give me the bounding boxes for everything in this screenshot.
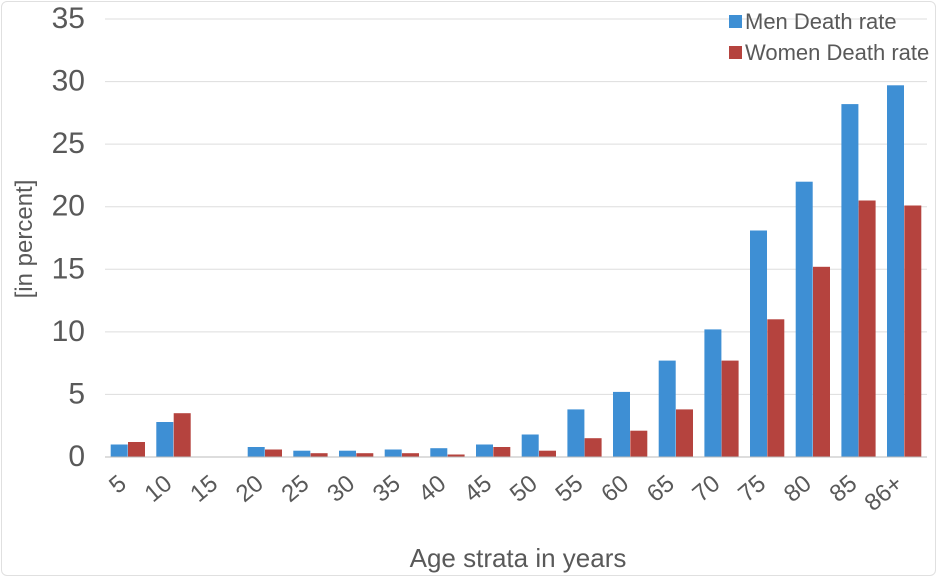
svg-text:5: 5 (104, 470, 132, 499)
svg-text:25: 25 (277, 470, 315, 508)
svg-text:50: 50 (505, 470, 543, 508)
svg-text:10: 10 (52, 315, 85, 348)
svg-text:80: 80 (779, 470, 817, 508)
svg-text:60: 60 (596, 470, 634, 508)
svg-text:Age strata in years: Age strata in years (410, 543, 627, 573)
svg-text:35: 35 (52, 2, 85, 35)
svg-text:5: 5 (68, 377, 85, 410)
svg-text:70: 70 (688, 470, 726, 508)
svg-text:30: 30 (52, 65, 85, 98)
svg-text:30: 30 (322, 470, 360, 508)
svg-text:15: 15 (52, 252, 85, 285)
svg-text:0: 0 (68, 440, 85, 473)
svg-text:20: 20 (52, 190, 85, 223)
svg-text:45: 45 (459, 470, 497, 508)
svg-text:85: 85 (825, 470, 863, 508)
svg-text:Women Death rate: Women Death rate (745, 40, 929, 65)
svg-text:[in percent]: [in percent] (11, 180, 38, 299)
svg-text:10: 10 (140, 470, 178, 508)
svg-text:25: 25 (52, 127, 85, 160)
svg-text:35: 35 (368, 470, 406, 508)
svg-text:86+: 86+ (860, 470, 909, 517)
svg-text:55: 55 (551, 470, 589, 508)
svg-text:15: 15 (185, 470, 223, 508)
svg-text:Men Death rate: Men Death rate (745, 9, 897, 34)
svg-text:65: 65 (642, 470, 680, 508)
svg-text:40: 40 (414, 470, 452, 508)
svg-text:75: 75 (733, 470, 771, 508)
svg-text:20: 20 (231, 470, 269, 508)
